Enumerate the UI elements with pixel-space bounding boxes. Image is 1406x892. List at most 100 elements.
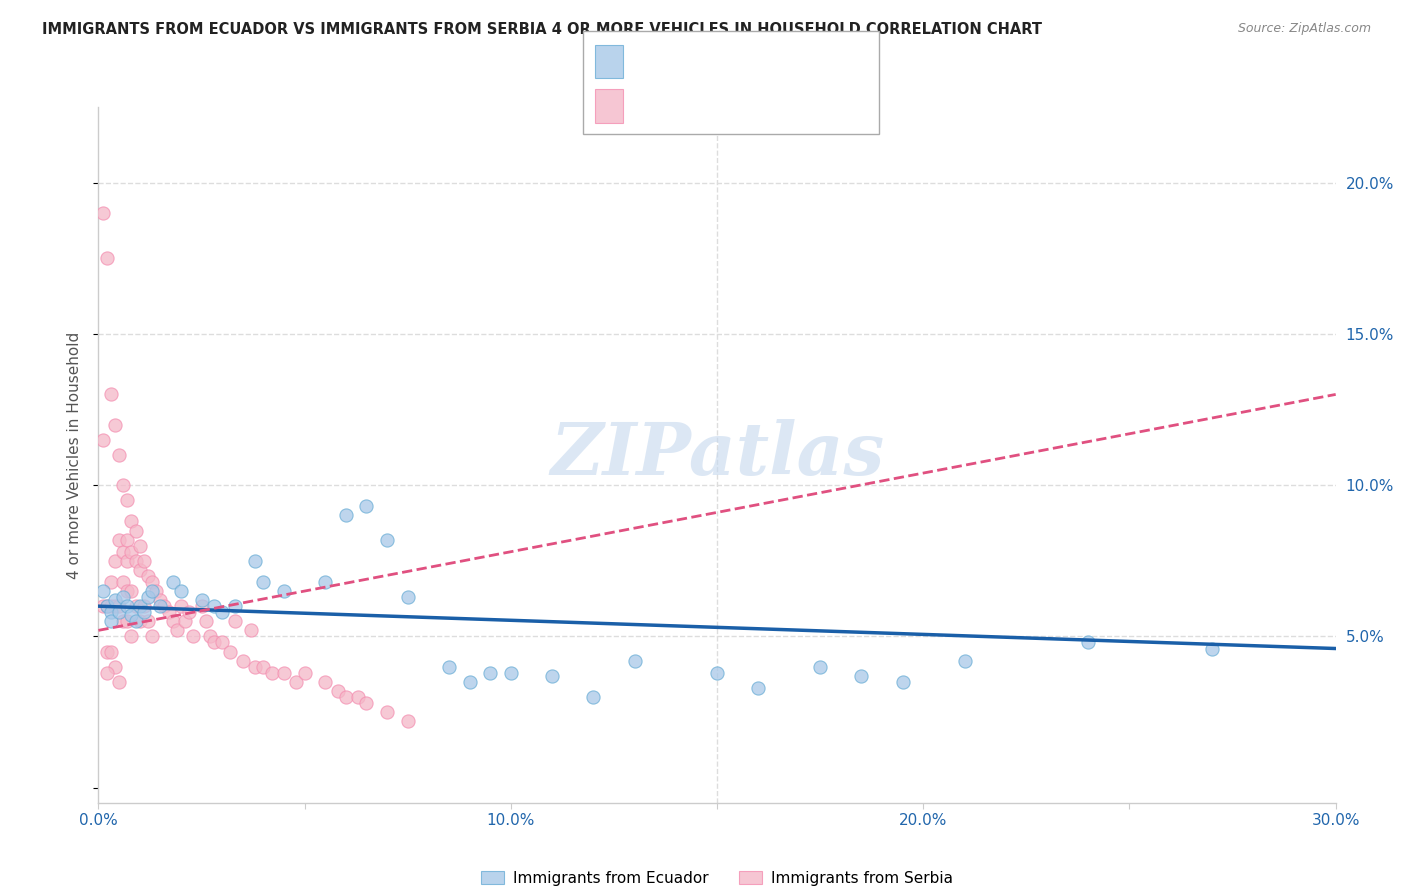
Point [356,696,378,710]
Point [437,659,460,673]
Point [120,515,142,529]
Point [120,545,142,559]
Point [808,659,831,673]
Point [108,599,131,614]
Point [891,674,914,689]
Point [1201,641,1223,656]
Point [294,665,316,680]
Point [170,599,193,614]
Point [128,539,150,553]
Point [91,584,114,599]
Point [120,584,142,599]
Point [132,554,155,568]
Text: ZIPatlas: ZIPatlas [550,419,884,491]
Point [117,533,139,547]
Point [145,584,167,599]
Point [112,590,135,604]
Point [194,615,217,629]
Point [190,599,212,614]
Text: IMMIGRANTS FROM ECUADOR VS IMMIGRANTS FROM SERBIA 4 OR MORE VEHICLES IN HOUSEHOL: IMMIGRANTS FROM ECUADOR VS IMMIGRANTS FR… [42,22,1042,37]
Point [124,524,146,538]
Point [108,533,131,547]
Point [149,593,172,607]
Point [141,629,163,643]
Point [100,644,122,658]
Point [108,674,131,689]
Point [219,644,242,658]
Text: Source: ZipAtlas.com: Source: ZipAtlas.com [1237,22,1371,36]
Point [100,574,122,589]
Point [120,629,142,643]
Point [117,493,139,508]
Point [117,554,139,568]
Point [747,681,769,695]
Point [252,574,274,589]
Point [104,659,127,673]
Point [198,629,221,643]
Point [240,624,263,638]
Point [117,615,139,629]
Point [375,705,398,719]
Point [458,674,481,689]
Point [124,554,146,568]
Text: R = -0.044   N = 44: R = -0.044 N = 44 [634,46,824,64]
Point [851,669,873,683]
Point [124,615,146,629]
Point [136,569,159,583]
Point [396,590,419,604]
Point [211,635,233,649]
Point [706,665,728,680]
Point [232,654,254,668]
Point [104,599,127,614]
Point [499,665,522,680]
Point [181,629,204,643]
Point [314,674,336,689]
Point [128,599,150,614]
Point [170,584,193,599]
Point [202,599,225,614]
Point [128,563,150,577]
Point [132,599,155,614]
Point [243,659,266,673]
Point [623,654,645,668]
Point [96,599,118,614]
Y-axis label: 4 or more Vehicles in Household: 4 or more Vehicles in Household [67,331,83,579]
Point [582,690,605,704]
Point [100,599,122,614]
Point [96,665,118,680]
Point [157,605,180,619]
Point [375,533,398,547]
Point [112,615,135,629]
Point [190,593,212,607]
Point [136,615,159,629]
Point [162,574,184,589]
Point [162,615,184,629]
Point [953,654,976,668]
Point [224,599,246,614]
Point [91,206,114,220]
Point [141,584,163,599]
Point [112,574,135,589]
Point [326,684,349,698]
Point [479,665,502,680]
Point [335,508,357,523]
Point [100,605,122,619]
Point [91,433,114,447]
Text: R =  0.060   N = 76: R = 0.060 N = 76 [634,91,824,109]
Point [1077,635,1099,649]
Point [100,615,122,629]
Point [108,605,131,619]
Point [141,574,163,589]
Point [128,615,150,629]
Point [132,605,155,619]
Point [136,590,159,604]
Point [112,545,135,559]
Point [96,599,118,614]
Point [149,599,172,614]
Point [347,690,370,704]
Point [108,448,131,462]
Point [96,644,118,658]
Point [100,387,122,401]
Point [166,624,188,638]
Point [104,593,127,607]
